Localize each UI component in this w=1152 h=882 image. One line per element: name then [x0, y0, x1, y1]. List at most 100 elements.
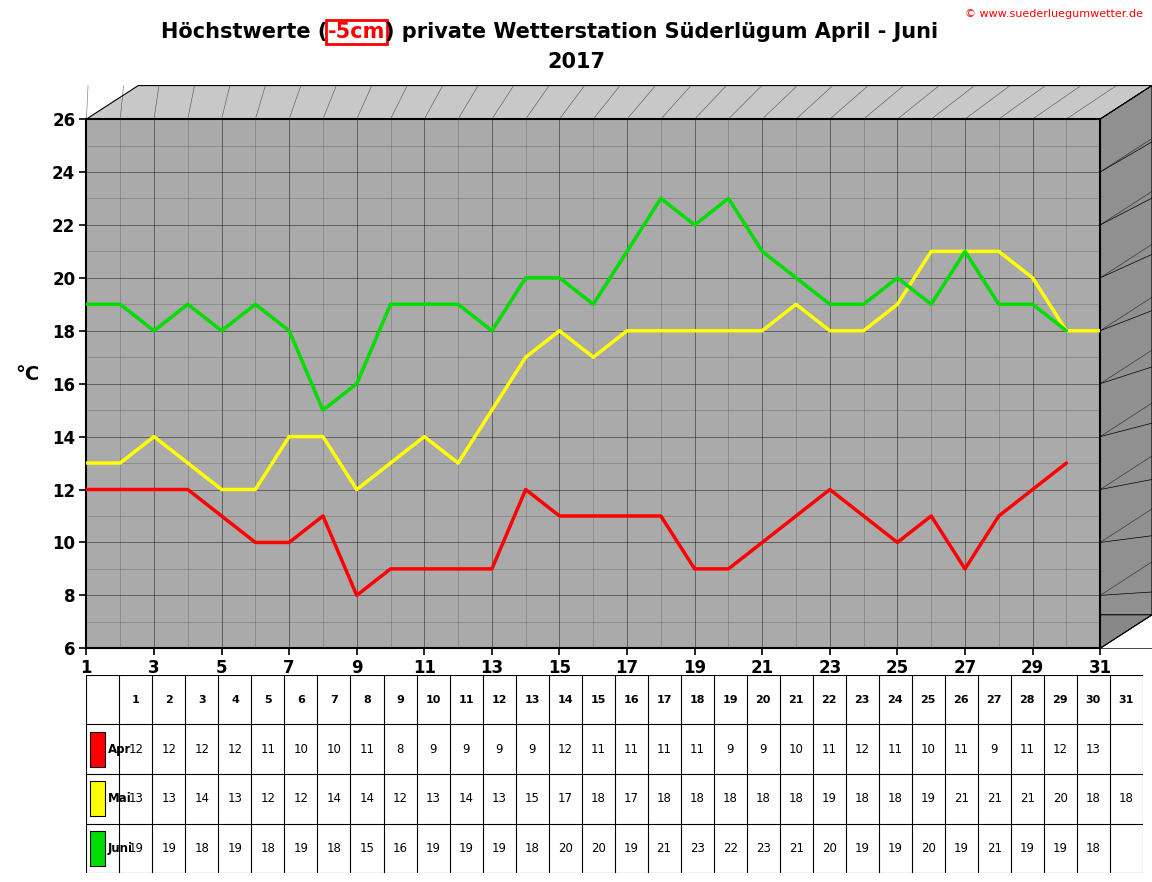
Text: 11: 11 — [954, 743, 969, 756]
Text: 22: 22 — [722, 842, 737, 855]
Text: 20: 20 — [1053, 792, 1068, 805]
Text: 12: 12 — [855, 743, 870, 756]
Text: 11: 11 — [821, 743, 836, 756]
Text: 4: 4 — [232, 694, 238, 705]
Text: 11: 11 — [888, 743, 903, 756]
Text: 18: 18 — [591, 792, 606, 805]
Text: 9: 9 — [462, 743, 470, 756]
Text: 18: 18 — [690, 792, 705, 805]
Text: Apr: Apr — [108, 743, 131, 756]
Text: 19: 19 — [954, 842, 969, 855]
Text: 18: 18 — [1119, 792, 1134, 805]
Text: 18: 18 — [722, 792, 737, 805]
Text: 9: 9 — [727, 743, 734, 756]
Text: 23: 23 — [756, 842, 771, 855]
Text: 18: 18 — [789, 792, 804, 805]
Text: 21: 21 — [954, 792, 969, 805]
Text: 9: 9 — [529, 743, 536, 756]
Text: 19: 19 — [128, 842, 143, 855]
Text: 27: 27 — [986, 694, 1002, 705]
Text: 13: 13 — [227, 792, 242, 805]
Text: 19: 19 — [888, 842, 903, 855]
Text: 8: 8 — [363, 694, 371, 705]
Text: 18: 18 — [657, 792, 672, 805]
Text: 15: 15 — [359, 842, 374, 855]
Text: Höchstwerte (: Höchstwerte ( — [161, 22, 327, 41]
Text: 19: 19 — [722, 694, 738, 705]
Text: 20: 20 — [821, 842, 836, 855]
Text: 11: 11 — [458, 694, 473, 705]
Text: 10: 10 — [920, 743, 935, 756]
Text: 20: 20 — [558, 842, 573, 855]
Text: 14: 14 — [195, 792, 210, 805]
Text: 19: 19 — [294, 842, 309, 855]
Text: 18: 18 — [195, 842, 210, 855]
Text: 19: 19 — [1020, 842, 1034, 855]
Text: 14: 14 — [326, 792, 341, 805]
Text: 9: 9 — [759, 743, 767, 756]
Text: 21: 21 — [657, 842, 672, 855]
Text: 12: 12 — [227, 743, 242, 756]
Bar — [90, 781, 105, 816]
Text: 11: 11 — [657, 743, 672, 756]
Text: 16: 16 — [393, 842, 408, 855]
Text: 19: 19 — [161, 842, 176, 855]
Text: 12: 12 — [294, 792, 309, 805]
Text: 17: 17 — [657, 694, 672, 705]
Text: ) private Wetterstation Süderlügum April - Juni: ) private Wetterstation Süderlügum April… — [385, 22, 938, 41]
Text: 20: 20 — [591, 842, 606, 855]
Text: 19: 19 — [920, 792, 935, 805]
Text: 29: 29 — [1053, 694, 1068, 705]
Text: 18: 18 — [326, 842, 341, 855]
Text: 13: 13 — [425, 792, 440, 805]
Text: 20: 20 — [920, 842, 935, 855]
Text: 14: 14 — [458, 792, 473, 805]
Text: Juni: Juni — [108, 842, 132, 855]
Text: 26: 26 — [954, 694, 969, 705]
Text: 12: 12 — [491, 694, 507, 705]
Text: 18: 18 — [1086, 842, 1100, 855]
Text: 25: 25 — [920, 694, 935, 705]
Text: 10: 10 — [294, 743, 309, 756]
Text: 12: 12 — [195, 743, 210, 756]
Text: 16: 16 — [623, 694, 639, 705]
Text: 21: 21 — [987, 792, 1002, 805]
Text: 18: 18 — [855, 792, 870, 805]
Text: 1: 1 — [132, 694, 139, 705]
Text: 19: 19 — [227, 842, 242, 855]
Text: 19: 19 — [821, 792, 836, 805]
Text: 19: 19 — [425, 842, 440, 855]
Text: 13: 13 — [161, 792, 176, 805]
Text: 21: 21 — [1020, 792, 1034, 805]
Text: 19: 19 — [1053, 842, 1068, 855]
Text: 23: 23 — [855, 694, 870, 705]
Text: 11: 11 — [591, 743, 606, 756]
Text: 11: 11 — [690, 743, 705, 756]
Text: 6: 6 — [297, 694, 305, 705]
Text: 10: 10 — [789, 743, 804, 756]
Text: 18: 18 — [689, 694, 705, 705]
Text: 20: 20 — [756, 694, 771, 705]
Text: 22: 22 — [821, 694, 836, 705]
Text: 23: 23 — [690, 842, 705, 855]
Text: 18: 18 — [888, 792, 903, 805]
Text: 11: 11 — [623, 743, 638, 756]
Text: 21: 21 — [788, 694, 804, 705]
Bar — [90, 732, 105, 766]
Text: 13: 13 — [1086, 743, 1100, 756]
Text: 13: 13 — [492, 792, 507, 805]
Text: 11: 11 — [359, 743, 374, 756]
Text: 13: 13 — [524, 694, 540, 705]
Text: 15: 15 — [524, 792, 539, 805]
Text: 9: 9 — [396, 694, 404, 705]
Text: 28: 28 — [1020, 694, 1034, 705]
Text: 19: 19 — [492, 842, 507, 855]
Text: 18: 18 — [1086, 792, 1100, 805]
Text: 12: 12 — [161, 743, 176, 756]
Text: 14: 14 — [359, 792, 374, 805]
Text: 18: 18 — [756, 792, 771, 805]
Text: 12: 12 — [260, 792, 275, 805]
Text: 17: 17 — [558, 792, 573, 805]
Text: 24: 24 — [887, 694, 903, 705]
Text: 9: 9 — [991, 743, 998, 756]
